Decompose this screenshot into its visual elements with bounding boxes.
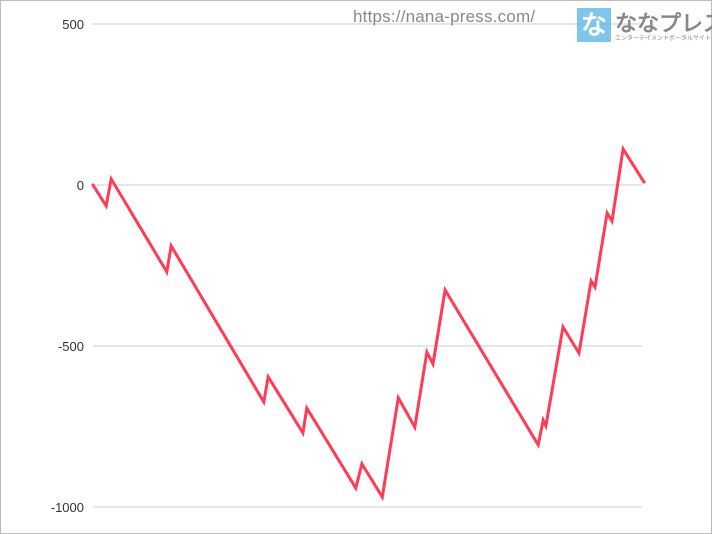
grid-lines (93, 23, 642, 508)
watermark-logo: な ななプレス エンターテイメントポータルサイト (577, 8, 712, 42)
y-tick-minus-500: -500 (58, 339, 84, 354)
y-axis-ticks: 500 0 -500 -1000 (51, 17, 84, 515)
logo-name: ななプレス (615, 11, 712, 36)
y-tick-500: 500 (62, 17, 84, 32)
logo-subtitle: エンターテイメントポータルサイト (615, 36, 712, 42)
logo-icon: な (577, 8, 611, 42)
watermark-url: https://nana-press.com/ (353, 7, 536, 26)
y-tick-minus-1000: -1000 (51, 500, 84, 515)
series-line (91, 144, 646, 502)
y-tick-0: 0 (77, 178, 84, 193)
